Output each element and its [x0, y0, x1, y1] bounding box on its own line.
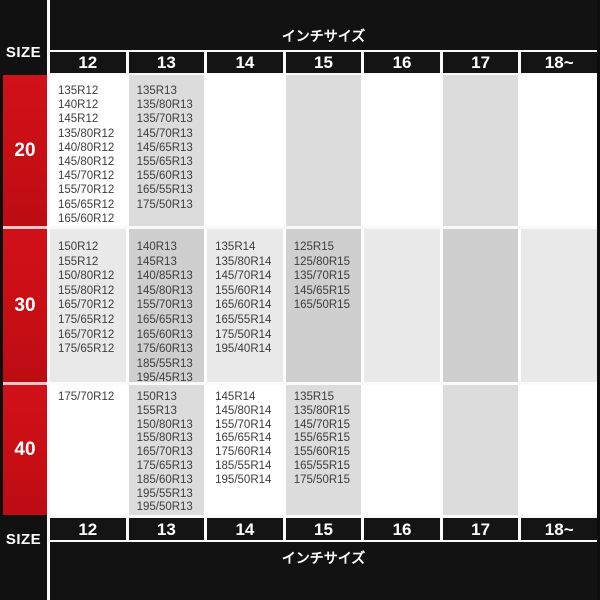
cell-size30-inch15: 125R15 125/80R15 135/70R15 145/65R15 165… [285, 229, 362, 382]
inch-size-header-bottom-label: インチサイズ [281, 550, 366, 566]
row-label-40: 40 [3, 385, 47, 515]
cell-size40-inch12: 175/70R12 [50, 385, 126, 515]
row-label-30: 30 [3, 229, 47, 382]
cell-size30-inch12: 150R12 155R12 150/80R12 155/80R12 165/70… [50, 229, 126, 382]
cell-size20-inch17 [442, 75, 519, 226]
column-header-12: 12 [50, 52, 126, 73]
inch-size-header-bottom: インチサイズ [50, 542, 597, 600]
inch-size-header-top-label: インチサイズ [281, 28, 366, 44]
size-header-top: SIZE [0, 0, 47, 75]
cell-size20-inch16 [364, 75, 440, 226]
row-label-30-text: 30 [14, 294, 36, 316]
column-footer-14: 14 [207, 518, 283, 540]
size-header-top-label: SIZE [5, 44, 42, 61]
column-header-16: 16 [364, 52, 440, 73]
row-separator [50, 226, 597, 229]
cell-size40-inch13: 150R13 155R13 150/80R13 155/80R13 165/70… [128, 385, 205, 515]
row-separator [3, 226, 47, 229]
column-footer-18: 18~ [521, 518, 597, 540]
column-footer-12: 12 [50, 518, 126, 540]
cell-size40-inch18 [521, 385, 597, 515]
cell-size40-inch17 [442, 385, 519, 515]
row-separator [50, 382, 597, 385]
cell-size20-inch12: 135R12 140R12 145R12 135/80R12 140/80R12… [50, 75, 126, 226]
cell-size30-inch16 [364, 229, 440, 382]
cell-size20-inch18 [521, 75, 597, 226]
column-header-15: 15 [285, 52, 362, 73]
table-main: インチサイズ 12 13 14 15 16 17 18~ 135R12 140R… [50, 0, 600, 600]
divider-line [50, 73, 597, 75]
column-footer-17: 17 [442, 518, 519, 540]
size-header-bottom: SIZE [0, 515, 47, 600]
inch-size-header-top: インチサイズ [50, 0, 597, 50]
column-footer-15: 15 [285, 518, 362, 540]
column-header-17: 17 [442, 52, 519, 73]
divider-line [50, 540, 597, 542]
cell-size30-inch18 [521, 229, 597, 382]
cell-size30-inch14: 135R14 135/80R14 145/70R14 155/60R14 165… [207, 229, 283, 382]
cell-size20-inch14 [207, 75, 283, 226]
cell-size30-inch17 [442, 229, 519, 382]
column-header-14: 14 [207, 52, 283, 73]
cell-size40-inch16 [364, 385, 440, 515]
divider-line [50, 515, 597, 518]
row-label-20: 20 [3, 75, 47, 226]
row-separator [3, 382, 47, 385]
cell-size20-inch13: 135R13 135/80R13 135/70R13 145/70R13 145… [128, 75, 205, 226]
divider-line [50, 50, 597, 52]
column-footer-16: 16 [364, 518, 440, 540]
column-header-18: 18~ [521, 52, 597, 73]
vertical-divider [47, 0, 50, 600]
cell-size40-inch15: 135R15 135/80R15 145/70R15 155/65R15 155… [285, 385, 362, 515]
table-row-size20: 135R12 140R12 145R12 135/80R12 140/80R12… [50, 75, 597, 226]
column-headers-top: 12 13 14 15 16 17 18~ [50, 52, 597, 73]
cell-size30-inch13: 140R13 145R13 140/85R13 145/80R13 155/70… [128, 229, 205, 382]
row-label-20-text: 20 [14, 139, 36, 161]
row-label-40-text: 40 [14, 439, 36, 460]
size-column: SIZE 20 30 40 SIZE [0, 0, 47, 600]
table-row-size30: 150R12 155R12 150/80R12 155/80R12 165/70… [50, 229, 597, 382]
cell-size20-inch15 [285, 75, 362, 226]
cell-size40-inch14: 145R14 145/80R14 155/70R14 165/65R14 175… [207, 385, 283, 515]
column-header-13: 13 [128, 52, 205, 73]
size-header-bottom-label: SIZE [5, 531, 42, 548]
column-footer-13: 13 [128, 518, 205, 540]
column-headers-bottom: 12 13 14 15 16 17 18~ [50, 518, 597, 540]
table-row-size40: 175/70R12 150R13 155R13 150/80R13 155/80… [50, 385, 597, 515]
